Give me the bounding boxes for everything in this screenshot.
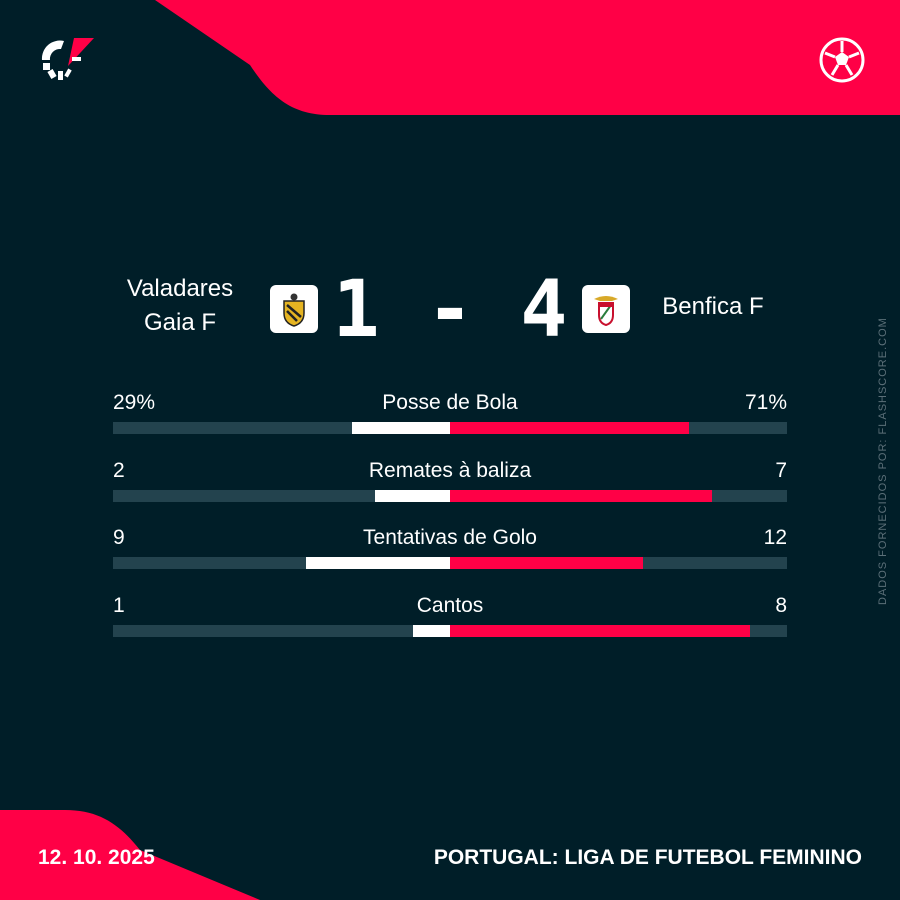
stat-name: Cantos — [416, 594, 484, 617]
away-stat-value: 7 — [775, 459, 787, 482]
away-stat-bar — [450, 625, 750, 637]
away-team-crest — [582, 285, 630, 333]
stat-row: 1 Cantos 8 — [113, 593, 787, 643]
stat-row: 29% Posse de Bola 71% — [113, 390, 787, 440]
stat-row: 9 Tentativas de Golo 12 — [113, 525, 787, 575]
home-stat-value: 9 — [113, 526, 125, 549]
home-stat-bar — [412, 625, 450, 637]
stat-row: 2 Remates à baliza 7 — [113, 458, 787, 508]
away-stat-value: 12 — [763, 526, 787, 549]
stat-name: Remates à baliza — [368, 459, 532, 482]
away-team-name: Benfica F — [662, 293, 764, 320]
home-team-line1: Valadares — [126, 275, 234, 302]
away-stat-bar — [450, 557, 643, 569]
home-team-line2: Gaia F — [143, 309, 217, 336]
match-date: 12. 10. 2025 — [38, 846, 155, 869]
flashscore-logo — [41, 38, 94, 80]
data-source-credit: DADOS FORNECIDOS POR: FLASHSCORE.COM — [877, 317, 889, 605]
league-name: PORTUGAL: LIGA DE FUTEBOL FEMININO — [433, 846, 862, 869]
home-stat-bar — [375, 490, 450, 502]
home-stat-value: 2 — [113, 459, 125, 482]
home-stat-value: 1 — [113, 594, 125, 617]
stat-name: Tentativas de Golo — [363, 526, 537, 549]
away-stat-value: 8 — [775, 594, 787, 617]
stat-bar-track — [113, 557, 787, 569]
away-stat-bar — [450, 490, 713, 502]
home-team-crest — [270, 285, 318, 333]
home-stat-bar — [352, 422, 450, 434]
soccer-ball-icon — [819, 37, 865, 83]
stat-bar-track — [113, 625, 787, 637]
header-banner — [155, 0, 900, 115]
home-stat-bar — [305, 557, 450, 569]
away-stat-bar — [450, 422, 690, 434]
footer-banner — [0, 810, 260, 900]
home-team-name: Valadares Gaia F — [110, 272, 250, 340]
stat-bar-track — [113, 422, 787, 434]
match-score: 1 - 4 — [332, 265, 568, 355]
stat-bar-track — [113, 490, 787, 502]
stat-name: Posse de Bola — [382, 391, 518, 414]
away-stat-value: 71% — [744, 391, 787, 414]
home-stat-value: 29% — [113, 391, 156, 414]
